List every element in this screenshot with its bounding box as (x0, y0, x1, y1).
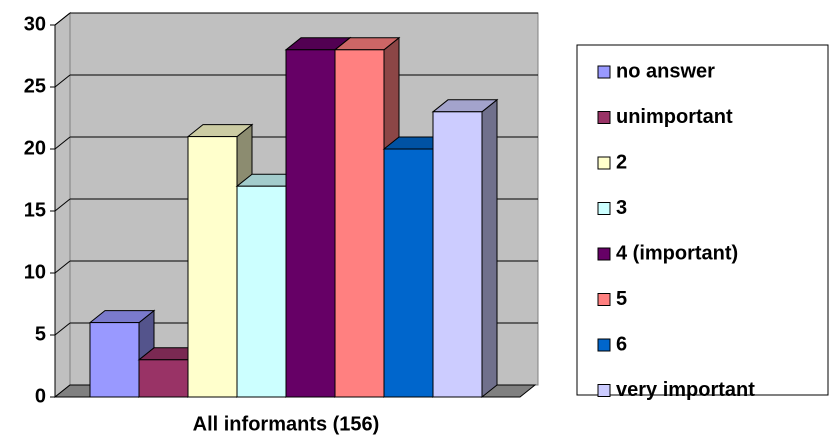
legend-swatch (597, 384, 611, 397)
grid-line (54, 74, 71, 88)
legend-label: 6 (616, 333, 627, 355)
grid-line (54, 260, 71, 274)
bar (383, 148, 434, 398)
legend-label: 5 (616, 288, 627, 310)
legend-label: no answer (616, 60, 715, 82)
legend-box (576, 44, 829, 396)
y-tick-label: 20 (24, 137, 46, 159)
bar (187, 136, 238, 398)
bar (236, 185, 287, 398)
bar (138, 359, 189, 398)
legend-swatch (597, 65, 611, 79)
y-tick-label: 0 (35, 385, 46, 407)
grid-line (54, 322, 71, 336)
legend-label: 2 (616, 151, 627, 173)
y-tick-label: 30 (24, 13, 46, 35)
bar (334, 49, 385, 398)
grid-line (54, 12, 71, 26)
legend-swatch (597, 338, 611, 352)
legend-label: unimportant (616, 106, 733, 128)
x-tick-label: All informants (156) (193, 413, 380, 435)
grid-line (54, 198, 71, 212)
legend-swatch (597, 293, 611, 306)
bar (432, 111, 483, 398)
legend-swatch (597, 247, 611, 261)
bar-side (481, 98, 498, 399)
y-tick-label: 5 (35, 323, 46, 345)
bar (89, 322, 140, 398)
grid-line (54, 136, 71, 150)
legend-label: 4 (important) (616, 242, 738, 264)
legend-swatch (597, 202, 611, 215)
y-tick-label: 10 (24, 261, 46, 283)
y-tick-label: 15 (24, 199, 46, 221)
bar (285, 49, 336, 398)
legend-label: very important (616, 379, 755, 401)
legend-swatch (597, 156, 611, 170)
legend-label: 3 (616, 197, 627, 219)
legend-swatch (597, 111, 611, 124)
y-tick-label: 25 (24, 75, 46, 97)
